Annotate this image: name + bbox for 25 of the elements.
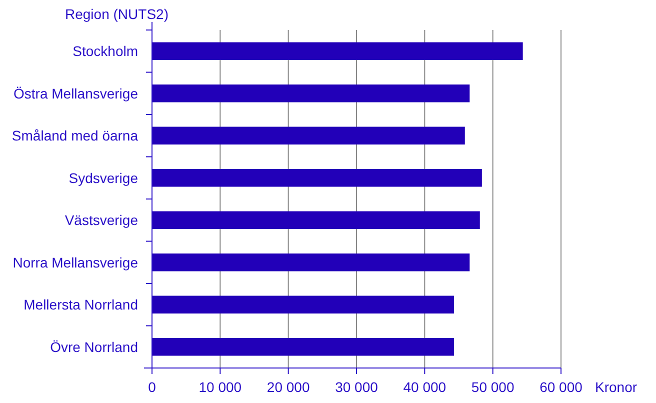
bar [152, 338, 454, 356]
y-tick-label: Sydsverige [68, 170, 138, 186]
bar [152, 84, 470, 102]
y-tick-label: Mellersta Norrland [24, 296, 138, 313]
y-tick-label: Norra Mellansverige [12, 254, 138, 270]
y-tick-label: Stockholm [72, 43, 138, 60]
x-tick-label: 60 000 [540, 379, 583, 395]
bar [152, 126, 465, 144]
y-axis-title: Region (NUTS2) [65, 6, 168, 22]
x-tick-label: 20 000 [266, 379, 310, 395]
y-tick-label: Västsverige [64, 212, 138, 228]
x-tick-label: 50 000 [471, 379, 514, 395]
bar [152, 169, 482, 187]
x-tick-label: 30 000 [335, 379, 378, 395]
y-tick-label: Småland med öarna [12, 128, 138, 144]
bar [152, 211, 480, 229]
y-tick-label: Östra Mellansverige [14, 85, 138, 102]
x-axis-title: Kronor [595, 379, 638, 395]
x-tick-label: 10 000 [198, 379, 242, 395]
bar [152, 254, 470, 272]
x-tick-label: 40 000 [403, 379, 446, 395]
x-tick-label: 0 [148, 379, 156, 395]
bar [152, 42, 523, 60]
bar [152, 296, 454, 314]
y-tick-label: Övre Norrland [50, 338, 138, 355]
